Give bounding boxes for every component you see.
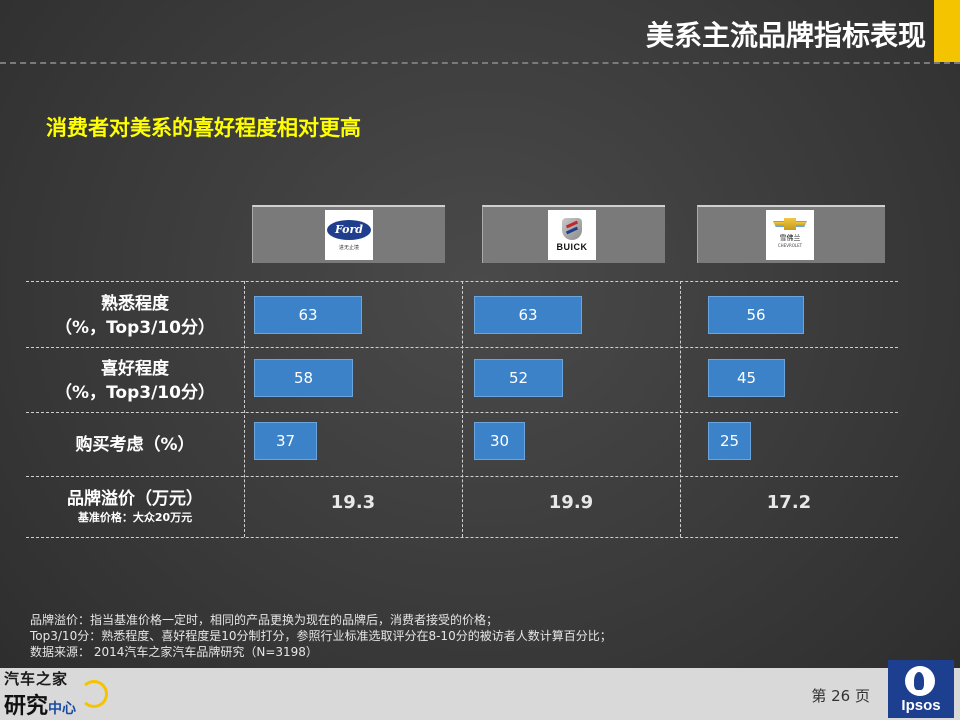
- bar-familiarity-chevrolet: 56: [708, 296, 804, 334]
- bar-purchase-ford: 37: [254, 422, 317, 460]
- row-label-preference-title: 喜好程度: [101, 359, 169, 379]
- bar-preference-buick: 52: [474, 359, 563, 397]
- bar-familiarity-buick: 63: [474, 296, 582, 334]
- row-label-purchase: 购买考虑（%）: [30, 433, 240, 457]
- bar-value-label: 56: [746, 306, 766, 324]
- row-label-premium: 品牌溢价（万元） 基准价格：大众20万元: [30, 487, 240, 525]
- bar-familiarity-ford: 63: [254, 296, 362, 334]
- grid-divider: [244, 281, 245, 537]
- premium-value-ford: 19.3: [330, 492, 376, 513]
- buick-logo-icon: BUICK: [548, 210, 596, 260]
- ipsos-logo: Ipsos: [888, 660, 954, 718]
- bar-value-label: 63: [298, 306, 318, 324]
- grid-line: [26, 537, 898, 538]
- bar-value-label: 45: [736, 369, 757, 387]
- footer-bar: [0, 668, 960, 720]
- logo-line2: 研究中心: [4, 688, 76, 720]
- row-label-familiarity-title: 熟悉程度: [101, 294, 169, 314]
- brand-card-chevrolet: 雪佛兰 CHEVROLET: [697, 205, 885, 263]
- premium-value-chevrolet: 17.2: [766, 492, 812, 513]
- bar-value-label: 52: [508, 369, 529, 387]
- row-label-premium-note: 基准价格：大众20万元: [77, 511, 193, 524]
- bar-value-label: 37: [275, 432, 296, 450]
- footnotes: 品牌溢价：指当基准价格一定时，相同的产品更换为现在的品牌后，消费者接受的价格； …: [30, 612, 612, 660]
- ipsos-logo-text: Ipsos: [901, 697, 941, 714]
- buick-shield-icon: [562, 218, 582, 240]
- buick-logo-text: BUICK: [556, 242, 588, 252]
- page-number: 第 26 页: [811, 687, 870, 705]
- row-label-familiarity-unit: （%，Top3/10分）: [55, 318, 215, 338]
- subtitle: 消费者对美系的喜好程度相对更高: [46, 116, 361, 140]
- chevrolet-logo-sub: CHEVROLET: [777, 243, 803, 248]
- footnote-top3: Top3/10分：熟悉程度、喜好程度是10分制打分，参照行业标准选取评分在8-1…: [30, 629, 612, 643]
- row-label-premium-title: 品牌溢价（万元）: [67, 489, 203, 509]
- bar-value-label: 63: [518, 306, 538, 324]
- row-label-purchase-title: 购买考虑（%）: [75, 435, 195, 455]
- logo-line2-sub: 中心: [48, 701, 77, 717]
- ford-logo-icon: Ford 进无止境: [325, 210, 373, 260]
- chevrolet-logo-icon: 雪佛兰 CHEVROLET: [766, 210, 814, 260]
- bar-preference-chevrolet: 45: [708, 359, 785, 397]
- brand-card-buick: BUICK: [482, 205, 665, 263]
- grid-divider: [462, 281, 463, 537]
- slide-title: 美系主流品牌指标表现: [645, 19, 926, 52]
- bar-value-label: 25: [719, 432, 740, 450]
- row-label-preference: 喜好程度 （%，Top3/10分）: [30, 357, 240, 405]
- logo-line1: 汽车之家: [4, 670, 69, 688]
- bar-value-label: 58: [293, 369, 314, 387]
- title-rule: [0, 62, 960, 64]
- bar-value-label: 30: [489, 432, 510, 450]
- logo-line2-main: 研究: [4, 694, 49, 719]
- chevrolet-bowtie-icon: [773, 218, 807, 230]
- title-accent-bar: [934, 0, 960, 62]
- ford-logo-text: Ford: [327, 219, 371, 240]
- logo-swoosh-icon: [80, 680, 108, 708]
- row-label-preference-unit: （%，Top3/10分）: [55, 383, 215, 403]
- footnote-source: 数据来源： 2014汽车之家汽车品牌研究（N=3198）: [30, 645, 318, 659]
- brand-card-ford: Ford 进无止境: [252, 205, 445, 263]
- grid-divider: [680, 281, 681, 537]
- chevrolet-logo-text: 雪佛兰: [779, 234, 801, 242]
- bar-preference-ford: 58: [254, 359, 353, 397]
- autohome-research-logo: 汽车之家 研究中心: [4, 666, 108, 720]
- premium-value-buick: 19.9: [548, 492, 594, 513]
- ford-logo-slogan: 进无止境: [338, 244, 359, 251]
- row-label-familiarity: 熟悉程度 （%，Top3/10分）: [30, 292, 240, 340]
- bar-purchase-buick: 30: [474, 422, 525, 460]
- ipsos-head-icon: [914, 672, 924, 690]
- footnote-premium: 品牌溢价：指当基准价格一定时，相同的产品更换为现在的品牌后，消费者接受的价格；: [30, 613, 499, 627]
- bar-purchase-chevrolet: 25: [708, 422, 751, 460]
